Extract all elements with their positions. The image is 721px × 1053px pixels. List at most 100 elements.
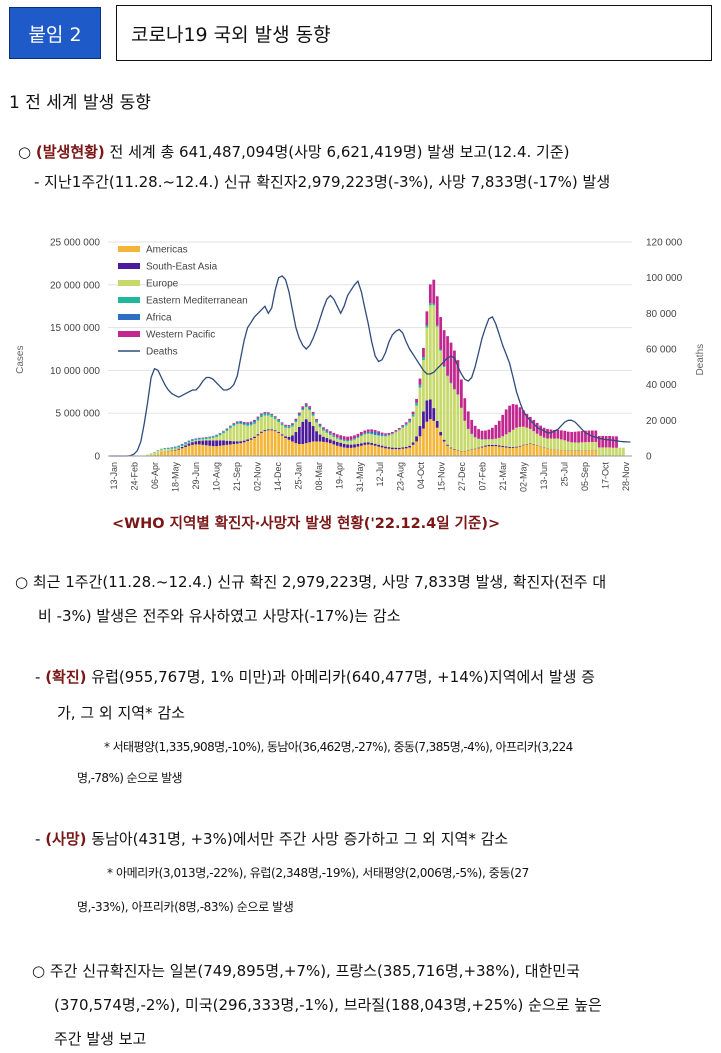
bullet-mark: ○ <box>18 143 36 161</box>
bar-western_pacific <box>242 422 246 423</box>
bar-europe <box>504 434 508 447</box>
bar-americas <box>318 441 322 456</box>
bar-americas <box>484 446 487 456</box>
x-tick-label: 13-Jun <box>539 462 549 490</box>
bar-americas <box>301 444 305 456</box>
bar-europe <box>594 442 598 451</box>
legend-label: Europe <box>146 279 179 290</box>
bar-western_pacific <box>466 411 470 429</box>
bar-africa <box>363 432 367 434</box>
bar-eastern_mediterranean <box>208 437 212 439</box>
x-tick-label: 05-Sep <box>580 462 590 491</box>
bar-southeast_asia <box>322 436 325 442</box>
bar-americas <box>287 439 291 456</box>
bar-eastern_mediterranean <box>239 422 243 425</box>
bar-europe <box>439 350 443 433</box>
bar-western_pacific <box>456 360 460 395</box>
bar-western_pacific <box>335 434 339 438</box>
bar-western_pacific <box>246 422 249 424</box>
bar-western_pacific <box>332 432 336 436</box>
bar-europe <box>325 432 329 439</box>
bar-americas <box>528 444 532 456</box>
y-tick-label: 0 <box>94 452 100 463</box>
bar-europe <box>597 447 601 456</box>
bar-western_pacific <box>428 284 432 304</box>
bar-europe <box>229 428 232 442</box>
deaths-line <box>109 275 631 457</box>
bar-europe <box>497 438 501 446</box>
bar-europe <box>191 441 194 443</box>
bar-africa <box>273 416 277 418</box>
bar-eastern_mediterranean <box>377 435 380 436</box>
y-tick-label: 25 000 000 <box>50 238 100 249</box>
bar-eastern_mediterranean <box>318 426 322 428</box>
bar-eastern_mediterranean <box>194 439 198 441</box>
bar-europe <box>463 420 467 451</box>
bar-africa <box>260 414 263 416</box>
bar-western_pacific <box>539 425 543 436</box>
bar-americas <box>235 443 239 456</box>
bar-eastern_mediterranean <box>356 437 360 438</box>
bar-europe <box>590 442 594 451</box>
bar-southeast_asia <box>208 440 212 446</box>
bar-europe <box>456 394 460 451</box>
bar-southeast_asia <box>222 440 225 446</box>
bar-eastern_mediterranean <box>266 413 270 416</box>
bar-eastern_mediterranean <box>249 424 253 426</box>
bar-western_pacific <box>532 419 536 432</box>
bar-western_pacific <box>546 429 549 439</box>
bar-americas <box>473 449 477 456</box>
bar-southeast_asia <box>356 443 360 447</box>
bar-western_pacific <box>473 425 477 437</box>
bar-eastern_mediterranean <box>401 426 405 428</box>
dash-deaths-line1: - (사망) 동남아(431명, +3%)에서만 주간 사망 증가하고 그 외 … <box>35 828 508 849</box>
bar-europe <box>208 438 212 441</box>
bar-europe <box>280 425 284 435</box>
bar-europe <box>518 427 522 446</box>
bar-eastern_mediterranean <box>291 425 294 427</box>
page-title: 코로나19 국외 발생 동향 <box>116 5 712 61</box>
bar-europe <box>422 360 425 412</box>
bar-europe <box>611 447 615 456</box>
bar-africa <box>332 435 336 436</box>
bar-europe <box>349 440 353 445</box>
bar-africa <box>239 422 243 423</box>
bar-western_pacific <box>404 422 408 424</box>
bar-americas <box>260 432 263 456</box>
x-tick-label: 10-Aug <box>211 462 221 491</box>
bar-western_pacific <box>501 414 505 437</box>
bar-western_pacific <box>315 418 318 421</box>
bar-southeast_asia <box>173 449 177 451</box>
bar-southeast_asia <box>270 429 274 431</box>
bar-americas <box>253 438 256 456</box>
bar-europe <box>563 440 567 451</box>
bar-southeast_asia <box>308 421 312 443</box>
bar-southeast_asia <box>373 443 377 446</box>
bar-europe <box>156 450 160 454</box>
chart-axes: 0 5 000 000 10 000 000 15 000 000 20 000 000… <box>15 238 706 493</box>
bar-western_pacific <box>432 279 436 304</box>
bar-americas <box>308 442 312 456</box>
bar-americas <box>277 432 281 456</box>
bar-africa <box>246 423 249 425</box>
bar-americas <box>311 441 315 456</box>
bar-americas <box>497 446 501 456</box>
bar-western_pacific <box>387 432 391 435</box>
x-tick-label: 02-May <box>519 462 529 493</box>
bar-africa <box>287 426 291 427</box>
bar-southeast_asia <box>515 446 518 448</box>
bar-europe <box>559 439 563 451</box>
bar-africa <box>311 413 315 415</box>
bar-americas <box>156 453 160 456</box>
y-axis-title: Cases <box>15 346 26 374</box>
bar-americas <box>360 445 363 456</box>
bar-western_pacific <box>597 435 601 448</box>
bar-americas <box>494 446 498 456</box>
bar-europe <box>528 428 532 444</box>
bar-eastern_mediterranean <box>428 303 432 306</box>
bar-eastern_mediterranean <box>260 415 263 418</box>
regional-chart: 0 5 000 000 10 000 000 15 000 000 20 000 000… <box>15 238 706 493</box>
bar-europe <box>618 447 622 456</box>
bar-western_pacific <box>249 421 253 423</box>
bar-europe <box>328 435 332 440</box>
